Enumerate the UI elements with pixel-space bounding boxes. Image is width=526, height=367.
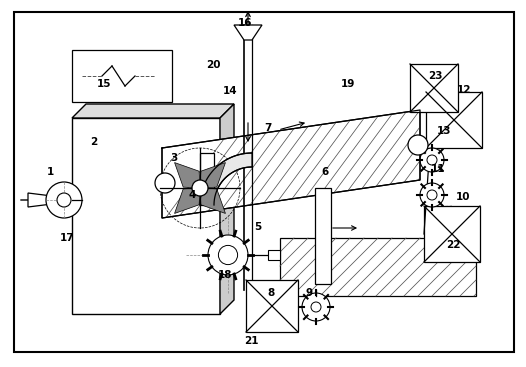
Text: 13: 13 [437, 126, 452, 137]
Circle shape [57, 193, 71, 207]
Polygon shape [162, 110, 420, 218]
Polygon shape [200, 163, 226, 188]
Bar [72, 50, 172, 102]
Text: 15: 15 [97, 79, 112, 89]
Text: 16: 16 [237, 18, 252, 28]
Circle shape [155, 173, 175, 193]
Text: 10: 10 [456, 192, 470, 203]
Text: 5: 5 [254, 222, 261, 232]
Circle shape [427, 190, 437, 200]
Bar [280, 238, 476, 296]
Polygon shape [28, 193, 52, 207]
Polygon shape [200, 153, 252, 205]
Text: 22: 22 [446, 240, 461, 250]
Bar [200, 153, 214, 205]
Polygon shape [175, 188, 200, 214]
Text: 9: 9 [306, 288, 313, 298]
Text: 7: 7 [265, 123, 272, 134]
Polygon shape [220, 104, 234, 314]
Polygon shape [175, 163, 200, 188]
Circle shape [46, 182, 82, 218]
Circle shape [311, 302, 321, 312]
Circle shape [302, 293, 330, 321]
Circle shape [420, 148, 444, 172]
Bar [426, 92, 482, 148]
Text: 21: 21 [244, 336, 259, 346]
Bar [268, 250, 280, 260]
Text: 8: 8 [267, 288, 275, 298]
Text: 1: 1 [46, 167, 54, 177]
Bar [246, 280, 298, 332]
Text: 18: 18 [218, 269, 232, 280]
Text: 4: 4 [188, 189, 196, 200]
Circle shape [408, 135, 428, 155]
Text: 23: 23 [428, 71, 443, 81]
Text: 20: 20 [206, 60, 220, 70]
Circle shape [192, 180, 208, 196]
Bar [424, 206, 480, 262]
Text: 2: 2 [90, 137, 97, 148]
Text: 19: 19 [341, 79, 356, 89]
Text: 11: 11 [430, 164, 445, 174]
Circle shape [218, 246, 238, 265]
Text: 12: 12 [457, 85, 471, 95]
Circle shape [427, 155, 437, 165]
Polygon shape [200, 188, 226, 214]
Circle shape [420, 183, 444, 207]
Text: 6: 6 [321, 167, 329, 177]
Polygon shape [234, 25, 262, 40]
Circle shape [208, 235, 248, 275]
Polygon shape [72, 104, 234, 118]
Text: 14: 14 [223, 86, 238, 96]
Text: 3: 3 [170, 153, 177, 163]
Text: 17: 17 [60, 233, 75, 243]
Bar [315, 188, 331, 284]
Bar [410, 64, 458, 112]
Bar [72, 118, 220, 314]
